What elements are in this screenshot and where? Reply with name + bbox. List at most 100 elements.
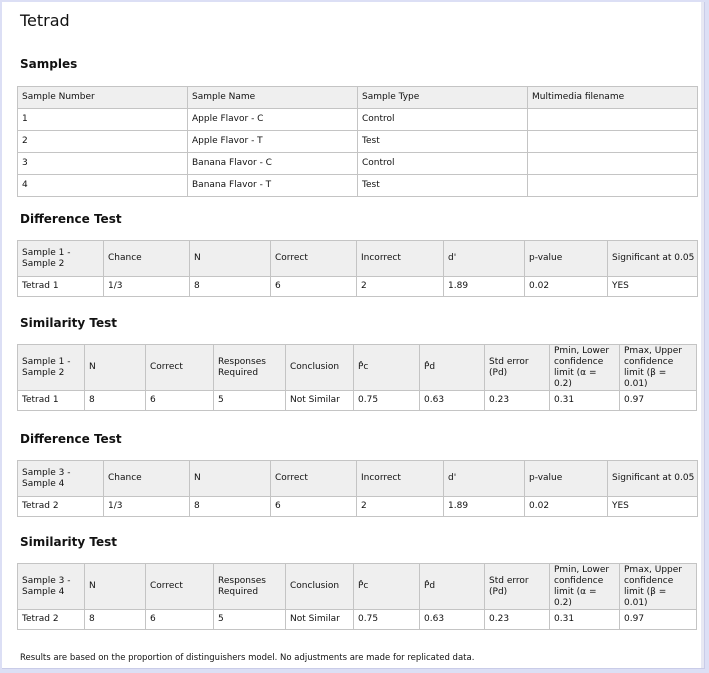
table-cell: 0.23 (484, 609, 550, 630)
table-cell: 0.02 (524, 276, 608, 297)
table-row: 4 Banana Flavor - T Test (17, 174, 698, 197)
column-header: Correct (145, 344, 214, 391)
column-header: Pmin, Lower confidence limit (α = 0.2) (549, 563, 620, 610)
table-cell: 3 (17, 152, 188, 175)
column-header: N (189, 460, 271, 497)
table-cell: 8 (189, 276, 271, 297)
column-header: P̂c (353, 344, 420, 391)
column-header: Sample Name (187, 86, 358, 109)
table-cell: YES (607, 496, 698, 517)
table-cell: Tetrad 2 (17, 609, 85, 630)
table-cell: 6 (145, 390, 214, 411)
table-cell (527, 152, 698, 175)
table-cell: Banana Flavor - C (187, 152, 358, 175)
column-header: Responses Required (213, 344, 286, 391)
table-cell: Control (357, 108, 528, 131)
similarity-test-2-heading: Similarity Test (20, 535, 117, 549)
table-cell: 0.75 (353, 390, 420, 411)
table-cell: 8 (84, 609, 146, 630)
column-header: Correct (270, 460, 357, 497)
table-cell (527, 174, 698, 197)
table-cell: 2 (356, 496, 444, 517)
difference-test-2-table: Sample 3 - Sample 4 Chance N Correct Inc… (17, 460, 698, 517)
column-header: d' (443, 240, 525, 277)
column-header: Chance (103, 240, 190, 277)
similarity-test-1-heading: Similarity Test (20, 316, 117, 330)
table-cell: 4 (17, 174, 188, 197)
table-cell: 6 (270, 496, 357, 517)
table-row: 1 Apple Flavor - C Control (17, 108, 698, 131)
column-header: Correct (270, 240, 357, 277)
column-header: Std error (Pd) (484, 563, 550, 610)
table-cell: Tetrad 1 (17, 390, 85, 411)
column-header: Sample 3 - Sample 4 (17, 563, 85, 610)
difference-test-1-table: Sample 1 - Sample 2 Chance N Correct Inc… (17, 240, 698, 297)
table-cell: 0.75 (353, 609, 420, 630)
table-cell: Tetrad 2 (17, 496, 104, 517)
table-cell: Test (357, 174, 528, 197)
table-cell: 0.31 (549, 609, 620, 630)
table-cell (527, 130, 698, 153)
table-cell (527, 108, 698, 131)
table-cell: Apple Flavor - T (187, 130, 358, 153)
column-header: Conclusion (285, 344, 354, 391)
column-header: Pmax, Upper confidence limit (β = 0.01) (619, 563, 697, 610)
table-cell: Control (357, 152, 528, 175)
column-header: Multimedia filename (527, 86, 698, 109)
similarity-test-1-table: Sample 1 - Sample 2 N Correct Responses … (17, 344, 697, 411)
table-cell: 0.63 (419, 390, 485, 411)
table-cell: Tetrad 1 (17, 276, 104, 297)
column-header: Incorrect (356, 240, 444, 277)
table-cell: Not Similar (285, 609, 354, 630)
column-header: d' (443, 460, 525, 497)
table-row: Tetrad 2 8 6 5 Not Similar 0.75 0.63 0.2… (17, 609, 697, 630)
column-header: Conclusion (285, 563, 354, 610)
column-header: Significant at 0.05 (607, 460, 698, 497)
table-cell: Apple Flavor - C (187, 108, 358, 131)
table-cell: 1.89 (443, 276, 525, 297)
table-cell: 0.97 (619, 609, 697, 630)
column-header: Sample Type (357, 86, 528, 109)
column-header: Incorrect (356, 460, 444, 497)
table-cell: Test (357, 130, 528, 153)
table-cell: 1 (17, 108, 188, 131)
column-header: Sample 3 - Sample 4 (17, 460, 104, 497)
column-header: Responses Required (213, 563, 286, 610)
table-cell: 2 (356, 276, 444, 297)
column-header: Sample 1 - Sample 2 (17, 240, 104, 277)
table-cell: 0.97 (619, 390, 697, 411)
table-row: 3 Banana Flavor - C Control (17, 152, 698, 175)
table-cell: 0.31 (549, 390, 620, 411)
table-cell: 8 (189, 496, 271, 517)
column-header: N (84, 344, 146, 391)
column-header: P̂d (419, 563, 485, 610)
footnote: Results are based on the proportion of d… (20, 653, 475, 663)
table-cell: 1.89 (443, 496, 525, 517)
table-cell: 6 (270, 276, 357, 297)
table-cell: 6 (145, 609, 214, 630)
table-cell: YES (607, 276, 698, 297)
table-cell: 2 (17, 130, 188, 153)
scrollbar[interactable] (701, 2, 704, 668)
table-row: Tetrad 2 1/3 8 6 2 1.89 0.02 YES (17, 496, 698, 517)
table-cell: 0.23 (484, 390, 550, 411)
column-header: p-value (524, 240, 608, 277)
table-row: 2 Apple Flavor - T Test (17, 130, 698, 153)
table-cell: 5 (213, 609, 286, 630)
table-cell: 8 (84, 390, 146, 411)
table-row: Tetrad 1 1/3 8 6 2 1.89 0.02 YES (17, 276, 698, 297)
table-cell: Banana Flavor - T (187, 174, 358, 197)
table-cell: 1/3 (103, 276, 190, 297)
column-header: Significant at 0.05 (607, 240, 698, 277)
table-cell: 0.02 (524, 496, 608, 517)
column-header: Std error (Pd) (484, 344, 550, 391)
column-header: Sample 1 - Sample 2 (17, 344, 85, 391)
column-header: Pmax, Upper confidence limit (β = 0.01) (619, 344, 697, 391)
samples-table: Sample Number Sample Name Sample Type Mu… (17, 86, 698, 197)
column-header: Pmin, Lower confidence limit (α = 0.2) (549, 344, 620, 391)
column-header: p-value (524, 460, 608, 497)
column-header: N (84, 563, 146, 610)
column-header: Correct (145, 563, 214, 610)
table-cell: 5 (213, 390, 286, 411)
